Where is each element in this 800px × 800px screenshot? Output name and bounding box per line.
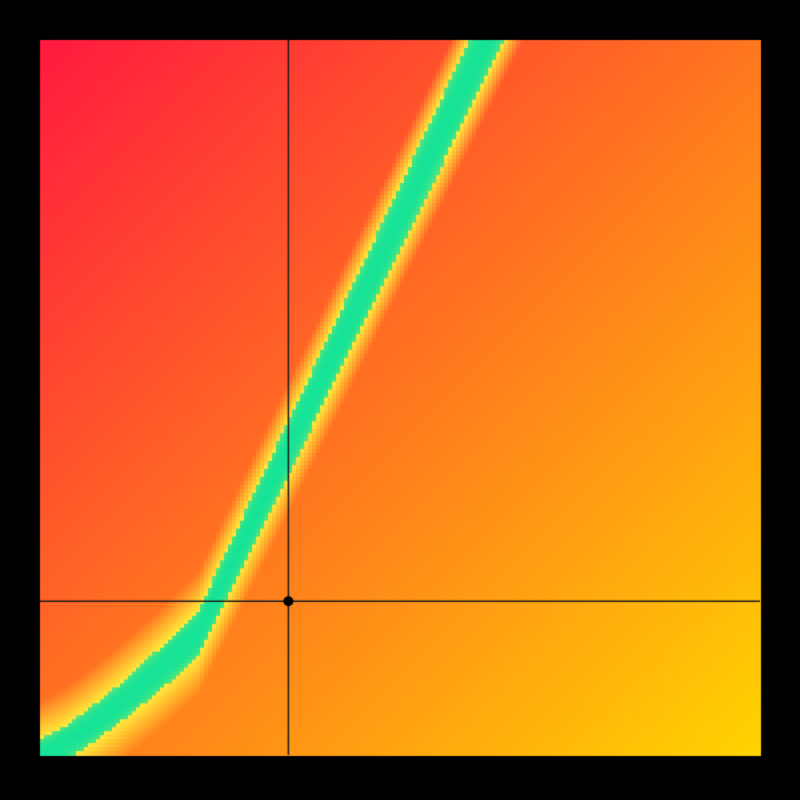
heatmap-canvas	[0, 0, 800, 800]
bottleneck-heatmap	[0, 0, 800, 800]
